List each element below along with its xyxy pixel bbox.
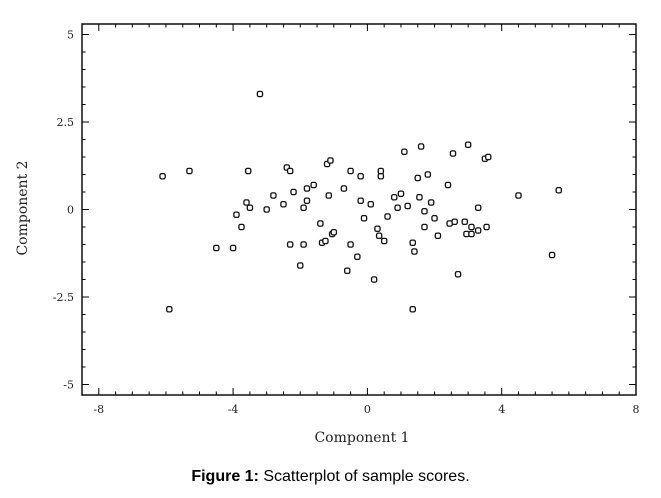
data-point xyxy=(380,237,388,245)
data-point xyxy=(485,153,492,161)
data-point xyxy=(347,241,354,248)
data-point xyxy=(166,305,173,313)
data-point xyxy=(213,244,220,252)
data-point xyxy=(327,157,334,164)
data-point xyxy=(238,223,245,231)
data-point xyxy=(244,167,252,175)
data-point xyxy=(483,223,490,231)
data-point xyxy=(468,223,475,231)
data-point xyxy=(464,141,472,148)
data-point xyxy=(367,200,375,208)
data-point xyxy=(347,167,354,175)
data-point xyxy=(461,218,469,225)
y-tick-label: -2.5 xyxy=(53,291,74,304)
data-point xyxy=(310,181,317,189)
data-point xyxy=(548,251,556,259)
data-point xyxy=(409,239,416,246)
x-tick-label: 0 xyxy=(364,403,371,416)
data-point xyxy=(404,202,411,210)
data-point xyxy=(397,190,405,197)
data-point xyxy=(375,232,383,239)
data-point xyxy=(354,253,361,260)
x-tick-label: -8 xyxy=(93,403,104,416)
data-point xyxy=(416,193,423,201)
data-point xyxy=(424,171,432,178)
data-point xyxy=(343,267,351,274)
data-point xyxy=(286,241,294,248)
data-point xyxy=(377,172,385,180)
data-point xyxy=(263,206,270,213)
data-point xyxy=(233,211,240,218)
x-tick-label: 8 xyxy=(633,403,640,416)
data-point xyxy=(325,192,333,199)
data-point xyxy=(243,199,250,206)
x-axis-title: Component 1 xyxy=(314,430,409,446)
data-point xyxy=(421,223,428,231)
data-point xyxy=(474,204,482,211)
data-point xyxy=(409,305,416,313)
data-point xyxy=(296,262,304,269)
data-point xyxy=(229,244,237,252)
data-point xyxy=(280,200,287,208)
data-point xyxy=(401,148,408,155)
data-point xyxy=(322,237,329,245)
data-point xyxy=(303,185,311,192)
data-point xyxy=(515,192,522,199)
data-point xyxy=(340,185,348,192)
data-point xyxy=(444,181,452,189)
data-point xyxy=(474,227,482,234)
data-point xyxy=(414,174,422,182)
data-point xyxy=(159,172,166,180)
data-point xyxy=(434,232,442,239)
caption-label: Figure 1: xyxy=(191,468,259,485)
data-point xyxy=(421,207,428,215)
y-tick-label: 2.5 xyxy=(57,116,75,129)
y-tick-label: 0 xyxy=(67,204,74,217)
caption-text: Scatterplot of sample scores. xyxy=(258,468,470,485)
data-point xyxy=(411,248,418,255)
data-point xyxy=(427,199,435,206)
data-point xyxy=(246,204,254,211)
data-point xyxy=(300,204,307,211)
y-axis-title: Component 2 xyxy=(15,160,31,255)
figure-caption: Figure 1: Scatterplot of sample scores. xyxy=(0,468,661,486)
data-point xyxy=(360,214,368,222)
data-point xyxy=(256,90,264,98)
data-point xyxy=(454,270,462,278)
data-point xyxy=(451,218,458,225)
data-point xyxy=(270,192,277,199)
plot-frame xyxy=(81,23,637,396)
data-point xyxy=(394,204,401,211)
y-tick-label: 5 xyxy=(67,29,74,42)
data-point xyxy=(370,276,378,283)
y-tick-label: -5 xyxy=(63,379,74,392)
data-point xyxy=(449,150,457,157)
data-point xyxy=(417,143,425,150)
axis-ticks: -8 -4 0 4 8 5 2.5 0 -2.5 -5 xyxy=(53,24,640,416)
data-point xyxy=(384,213,391,220)
data-point xyxy=(391,193,398,201)
data-point xyxy=(290,188,297,196)
data-point xyxy=(431,214,438,222)
plot-border xyxy=(81,23,637,396)
data-point xyxy=(300,241,307,248)
data-point xyxy=(374,225,381,232)
data-point xyxy=(468,230,475,238)
data-point xyxy=(357,172,364,180)
data-point xyxy=(357,197,364,204)
data-point xyxy=(377,167,385,175)
x-tick-label: -4 xyxy=(228,403,239,416)
data-points xyxy=(159,90,563,313)
data-point xyxy=(555,186,563,194)
data-point xyxy=(303,197,311,204)
data-point xyxy=(186,167,193,175)
data-point xyxy=(317,220,324,227)
x-tick-label: 4 xyxy=(498,403,505,416)
data-point xyxy=(330,228,338,236)
data-point xyxy=(286,167,294,175)
